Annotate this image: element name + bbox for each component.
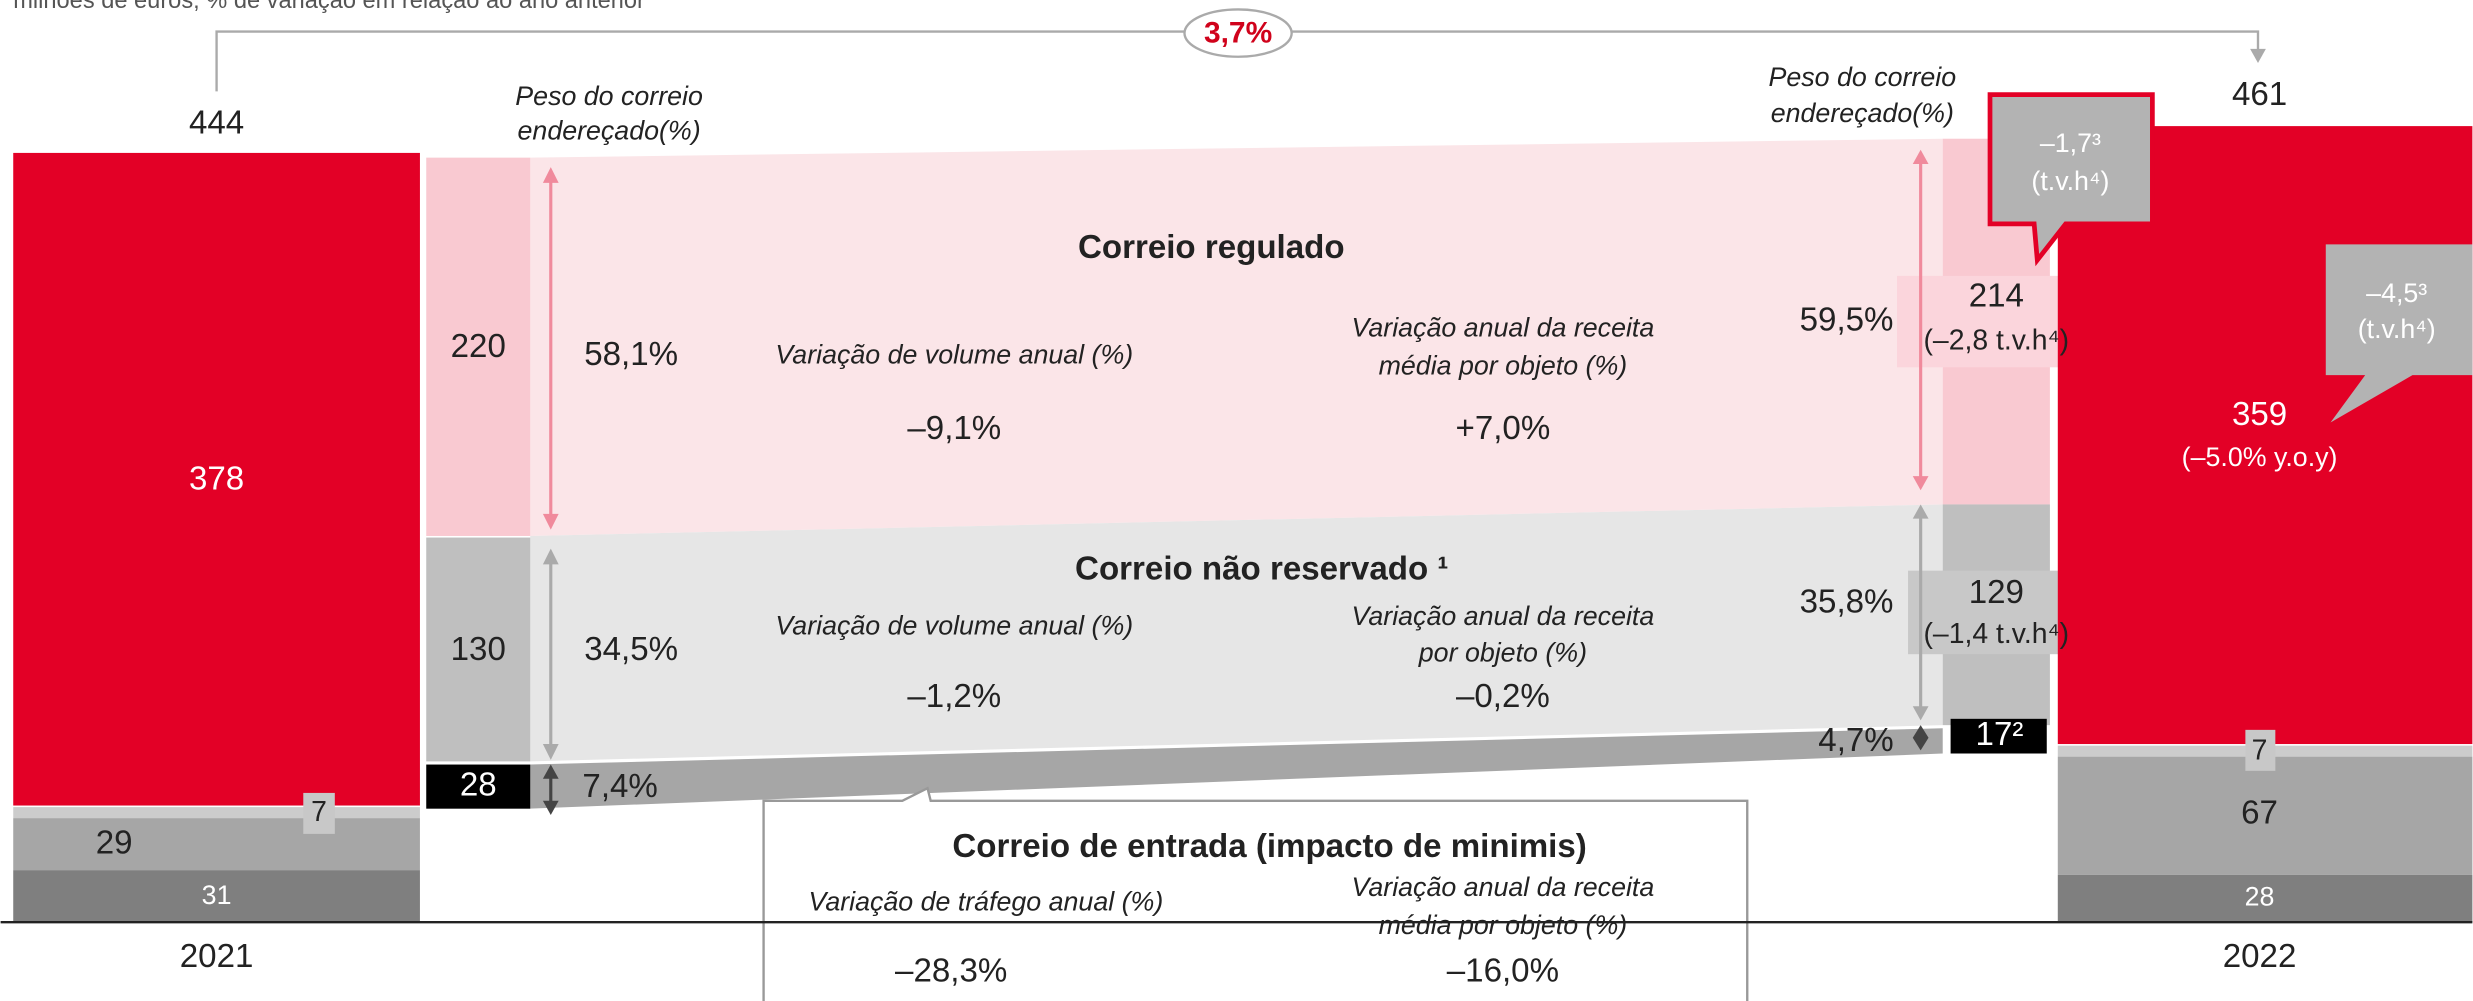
arrow-head xyxy=(2250,48,2266,64)
label: –9,1% xyxy=(907,410,1001,447)
label: 28 xyxy=(460,766,497,803)
label: 129 xyxy=(1969,574,2024,611)
label: Correio regulado xyxy=(1078,229,1345,266)
label: Variação anual da receita xyxy=(1352,313,1655,343)
label: 2022 xyxy=(2223,938,2297,975)
bar-2021-light xyxy=(13,807,420,819)
label: Variação de volume anual (%) xyxy=(775,610,1133,640)
label: –1,7³ xyxy=(2040,128,2101,158)
label: 28 xyxy=(2245,882,2275,912)
label: 444 xyxy=(189,104,244,141)
arrow-head xyxy=(1912,706,1929,721)
label: 7,4% xyxy=(582,768,657,805)
arrow-head xyxy=(542,764,559,779)
label: Correio não reservado ¹ xyxy=(1075,550,1448,587)
label: 58,1% xyxy=(584,336,678,373)
label: média por objeto (%) xyxy=(1379,910,1628,940)
label: Variação de volume anual (%) xyxy=(775,339,1133,369)
label: 3,7% xyxy=(1204,17,1272,50)
label: Variação de tráfego anual (%) xyxy=(808,886,1163,916)
label: por objeto (%) xyxy=(1418,637,1587,667)
label: 59,5% xyxy=(1800,301,1894,338)
label: 34,5% xyxy=(584,631,678,668)
arrow-head xyxy=(1912,149,1929,164)
label: média por objeto (%) xyxy=(1379,350,1628,380)
inbound-box xyxy=(762,786,1749,1001)
bar-2022-dark xyxy=(2057,874,2473,923)
bar-2021-dark xyxy=(13,870,420,923)
band-nonreserved xyxy=(530,504,1943,762)
label: 17² xyxy=(1976,716,2024,753)
label: 35,8% xyxy=(1800,584,1894,621)
left-inbound xyxy=(426,764,531,809)
badge-2021 xyxy=(303,792,335,834)
arrow-head xyxy=(1912,504,1929,519)
arrow-head xyxy=(542,513,559,530)
label: (t.v.h⁴) xyxy=(2358,314,2436,344)
right-inbound xyxy=(1950,718,2047,754)
label: Variação anual da receita xyxy=(1352,872,1655,902)
texts: milhões de euros; % de variação em relaç… xyxy=(13,0,2435,989)
band-regulated xyxy=(530,138,1943,536)
label: 461 xyxy=(2232,76,2287,113)
bar-2022-gray xyxy=(2057,756,2473,875)
arrow-head xyxy=(1912,476,1929,491)
label: –0,2% xyxy=(1456,678,1550,715)
label: (t.v.h⁴) xyxy=(2031,166,2109,196)
callout-regulated xyxy=(1987,92,2155,267)
label: –28,3% xyxy=(895,952,1007,989)
label: (–5.0% y.o.y) xyxy=(2182,442,2338,472)
label: (–2,8 t.v.h⁴) xyxy=(1923,325,2069,357)
left-arrows xyxy=(542,167,559,815)
right-nonreserved-label-box xyxy=(1908,570,2082,655)
label: 67 xyxy=(2241,795,2278,832)
label: Variação anual da receita xyxy=(1352,601,1655,631)
bar-2021-gray xyxy=(13,818,420,871)
label: endereçado(%) xyxy=(518,115,701,145)
left-regulated xyxy=(426,157,531,536)
arrow-head xyxy=(542,800,559,815)
label: Correio de entrada (impacto de minimis) xyxy=(952,828,1586,865)
label: –4,5³ xyxy=(2366,278,2427,308)
label: –1,2% xyxy=(907,678,1001,715)
label: 130 xyxy=(451,631,506,668)
label: Peso do correio xyxy=(515,81,703,111)
bar-2022-red xyxy=(2057,126,2473,745)
arrow-head xyxy=(542,167,559,183)
label: 7 xyxy=(311,796,327,828)
arrow-head xyxy=(542,744,559,760)
label: endereçado(%) xyxy=(1771,98,1954,128)
label: 31 xyxy=(202,880,232,910)
badge-2022 xyxy=(2245,729,2276,771)
growth-ellipse xyxy=(1183,8,1293,58)
label: 7 xyxy=(2252,734,2268,766)
label: 220 xyxy=(451,328,506,365)
arrow-head xyxy=(542,548,559,565)
label: milhões de euros; % de variação em relaç… xyxy=(13,0,645,14)
band-inbound xyxy=(530,728,1943,809)
label: –16,0% xyxy=(1447,952,1559,989)
label: Peso do correio xyxy=(1769,62,1957,92)
callout-total xyxy=(2325,244,2473,423)
label: (–1,4 t.v.h⁴) xyxy=(1923,618,2069,650)
bar-2021-red xyxy=(13,152,420,806)
label: 214 xyxy=(1969,278,2024,315)
label: 2021 xyxy=(180,938,254,975)
label: 29 xyxy=(96,825,133,862)
label: +7,0% xyxy=(1456,410,1551,447)
label: 359 xyxy=(2232,396,2287,433)
label: 4,7% xyxy=(1818,722,1893,759)
left-nonreserved xyxy=(426,537,531,762)
label: 378 xyxy=(189,461,244,498)
